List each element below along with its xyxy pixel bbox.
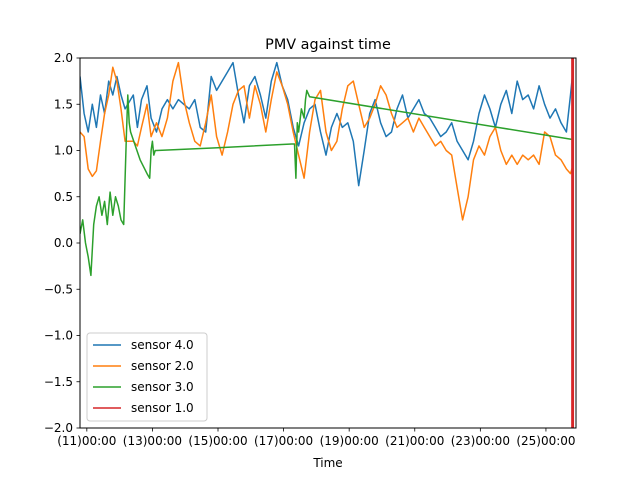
x-tick-label: (13)00:00 bbox=[123, 434, 182, 448]
chart-legend: sensor 4.0 sensor 2.0 sensor 3.0 sensor 1.0 bbox=[86, 332, 208, 422]
series-line-sensor-1-0 bbox=[571, 58, 575, 428]
x-tick-label: (23)00:00 bbox=[451, 434, 510, 448]
x-tick-label: (21)00:00 bbox=[385, 434, 444, 448]
x-tick-label: (25)00:00 bbox=[516, 434, 575, 448]
legend-box bbox=[86, 332, 208, 422]
chart-title: PMV against time bbox=[265, 37, 391, 53]
y-tick-label: 0.5 bbox=[54, 190, 73, 204]
series-line-sensor-3-0 bbox=[80, 89, 573, 277]
y-tick-label: 1.5 bbox=[54, 97, 73, 111]
plot-area bbox=[80, 58, 575, 428]
legend-label-sensor-1-0: sensor 1.0 bbox=[131, 401, 194, 415]
y-tick-label: 1.0 bbox=[54, 144, 73, 158]
legend-label-sensor-3-0: sensor 3.0 bbox=[131, 380, 194, 394]
legend-label-sensor-2-0: sensor 2.0 bbox=[131, 359, 194, 373]
legend-label-sensor-4-0: sensor 4.0 bbox=[131, 338, 194, 352]
x-tick-label: (17)00:00 bbox=[254, 434, 313, 448]
x-tick-label: (15)00:00 bbox=[188, 434, 247, 448]
y-tick-label: −1.0 bbox=[44, 329, 73, 343]
series-line-sensor-4-0 bbox=[80, 61, 575, 187]
x-tick-label: (11)00:00 bbox=[57, 434, 116, 448]
y-tick-label: 0.0 bbox=[54, 236, 73, 250]
y-tick-label: −0.5 bbox=[44, 282, 73, 296]
y-tick-label: −1.5 bbox=[44, 375, 73, 389]
y-tick-label: −2.0 bbox=[44, 421, 73, 435]
x-axis-label: Time bbox=[312, 456, 342, 470]
x-tick-label: (19)00:00 bbox=[320, 434, 379, 448]
y-tick-label: 2.0 bbox=[54, 51, 73, 65]
series-line-sensor-2-0 bbox=[80, 61, 575, 221]
axis-ticks: (11)00:00 (13)00:00 (15)00:00 (17)00:00 (19)… bbox=[44, 51, 576, 448]
